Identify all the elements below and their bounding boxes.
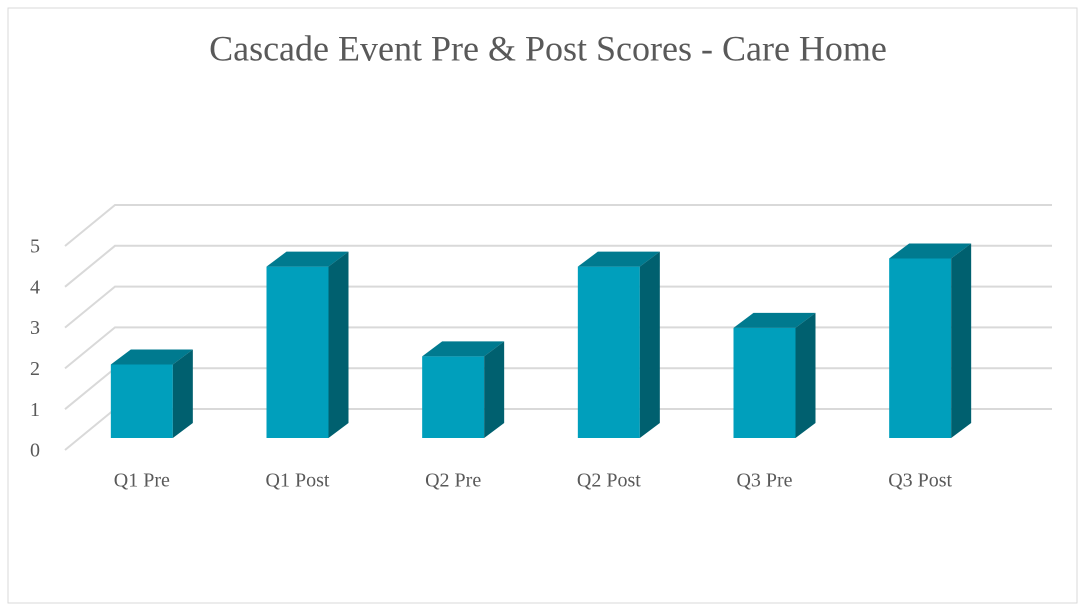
x-tick-label: Q3 Pre xyxy=(736,470,792,492)
bar-side xyxy=(328,251,349,438)
bar-side xyxy=(172,349,193,438)
bar-side xyxy=(484,341,505,438)
bar-front xyxy=(577,266,640,438)
x-tick-label: Q1 Pre xyxy=(114,470,170,492)
bar xyxy=(889,243,972,438)
bar-top xyxy=(266,251,349,267)
bar-front xyxy=(889,258,952,438)
bar-front xyxy=(110,364,173,438)
bar-top xyxy=(422,341,505,357)
x-tick-label: Q3 Post xyxy=(888,470,952,492)
bar-side xyxy=(951,243,972,438)
bar xyxy=(422,341,505,438)
x-tick-label: Q1 Post xyxy=(266,470,330,492)
bar xyxy=(577,251,660,438)
bar-front xyxy=(266,266,329,438)
y-tick-label: 5 xyxy=(30,236,40,258)
bar-top xyxy=(110,349,193,365)
bar-top xyxy=(889,243,972,259)
y-tick-label: 4 xyxy=(30,276,40,298)
grid-line xyxy=(64,204,1052,247)
x-tick-label: Q2 Pre xyxy=(425,470,481,492)
bar xyxy=(266,251,349,438)
chart-title: Cascade Event Pre & Post Scores - Care H… xyxy=(209,28,887,68)
bar-front xyxy=(422,356,485,438)
bar xyxy=(733,312,816,438)
grid-line xyxy=(64,285,1052,329)
x-tick-label: Q2 Post xyxy=(577,470,641,492)
y-tick-label: 1 xyxy=(30,399,40,421)
bar-front xyxy=(733,327,796,438)
bar-top xyxy=(733,312,816,328)
bar-side xyxy=(639,251,660,438)
y-tick-label: 3 xyxy=(30,317,40,339)
bar-top xyxy=(577,251,660,267)
grid-line xyxy=(64,244,1052,288)
bar xyxy=(110,349,193,438)
y-tick-label: 0 xyxy=(30,440,40,462)
y-tick-label: 2 xyxy=(30,358,40,380)
bar-side xyxy=(795,312,816,438)
